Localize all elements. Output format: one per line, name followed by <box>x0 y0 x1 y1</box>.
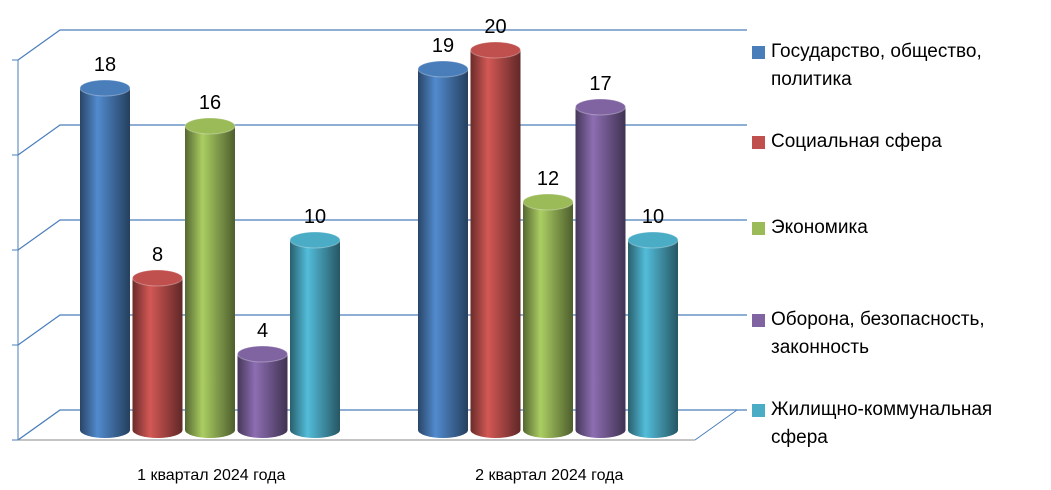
bar <box>417 60 469 438</box>
bar-top <box>522 193 574 211</box>
bar <box>627 231 679 438</box>
bar <box>522 193 574 438</box>
x-tick-label: 2 квартал 2024 года <box>475 467 623 484</box>
bar-body <box>185 126 235 438</box>
legend-swatch <box>752 136 765 149</box>
legend-swatch <box>752 46 765 59</box>
bar-top <box>184 117 236 135</box>
legend-swatch <box>752 314 765 327</box>
bar-top <box>289 231 341 249</box>
bar <box>575 98 626 438</box>
legend-item: Социальная сфера <box>752 128 1048 156</box>
legend-label: Социальная сфера <box>771 131 942 152</box>
bar-body <box>628 240 678 438</box>
grid-line <box>17 29 747 61</box>
x-tick-label: 1 квартал 2024 года <box>137 467 285 484</box>
bar <box>470 41 521 438</box>
value-label: 12 <box>537 168 559 190</box>
value-label: 18 <box>94 54 116 76</box>
floor-edge <box>694 409 738 441</box>
legend-item: Жилищно-коммунальная сфера <box>752 396 1048 452</box>
bar-body <box>132 278 183 438</box>
bar-top <box>575 98 626 116</box>
value-label: 17 <box>589 73 611 95</box>
bar-top <box>627 231 679 249</box>
bar-body <box>290 240 340 438</box>
value-label: 10 <box>642 206 664 228</box>
bar-body <box>470 50 521 438</box>
legend-label: Оборона, безопасность, законность <box>771 309 985 358</box>
legend-label: Экономика <box>771 217 868 238</box>
bar-body <box>418 69 468 438</box>
bar-top <box>470 41 521 59</box>
bar-body <box>523 202 573 438</box>
value-label: 20 <box>484 16 506 38</box>
value-label: 19 <box>432 35 454 57</box>
bar-body <box>575 107 626 438</box>
bar-top <box>132 269 183 287</box>
legend-label: Государство, общество, политика <box>771 41 982 90</box>
bar <box>79 79 131 438</box>
value-label: 10 <box>304 206 326 228</box>
bar <box>289 231 341 438</box>
bar-top <box>237 345 288 363</box>
legend-label: Жилищно-коммунальная сфера <box>771 399 993 448</box>
legend-item: Экономика <box>752 214 1048 242</box>
legend-swatch <box>752 404 765 417</box>
value-label: 4 <box>257 320 268 342</box>
bar-body <box>237 354 288 438</box>
value-label: 16 <box>199 92 221 114</box>
legend-item: Государство, общество, политика <box>752 38 1048 94</box>
legend-item: Оборона, безопасность, законность <box>752 306 1048 362</box>
bar <box>184 117 236 438</box>
bar-body <box>80 88 130 438</box>
bar <box>237 345 288 438</box>
bar-top <box>417 60 469 78</box>
value-label: 8 <box>152 244 163 266</box>
bar <box>132 269 183 438</box>
legend: Государство, общество, политика Социальна… <box>752 0 1051 490</box>
bar-top <box>79 79 131 97</box>
legend-swatch <box>752 222 765 235</box>
